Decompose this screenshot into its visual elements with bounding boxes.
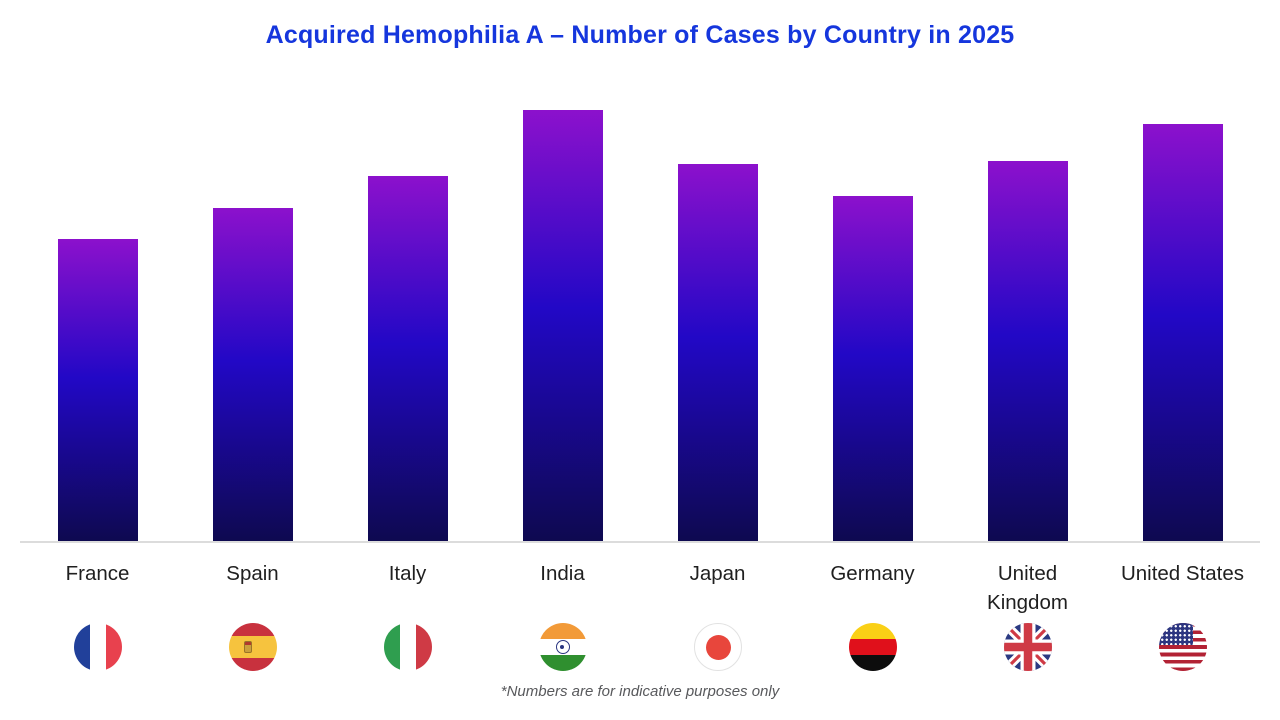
bar-united-kingdom [987,161,1068,541]
footnote: *Numbers are for indicative purposes onl… [500,683,780,700]
bar-india [522,110,603,541]
label-united-states: United States [1120,562,1245,585]
bar-germany [832,196,913,541]
japan-sun [705,635,731,660]
uk-flag-icon [1003,623,1052,671]
japan-flag-icon [693,623,742,671]
bar-france [57,239,138,541]
us-canton [1158,623,1193,645]
label-united-kingdom: United Kingdom [987,562,1068,614]
label-india: India [540,562,585,585]
italy-flag-icon [383,623,432,671]
bar-italy [367,176,448,541]
plot-area [20,85,1260,543]
flags-row [20,623,1260,671]
spain-crest [243,641,252,653]
bar-japan [677,164,758,541]
label-germany: Germany [830,562,915,585]
chart-title: Acquired Hemophilia A – Number of Cases … [265,21,1015,49]
bar-united-states [1142,124,1223,541]
france-flag-icon [73,623,122,671]
us-flag-icon [1158,623,1207,671]
spain-flag-icon [228,623,277,671]
ashoka-chakra [555,640,570,654]
x-axis-labels: France Spain Italy India Japan Germany U… [20,543,1260,617]
bar-chart: France Spain Italy India Japan Germany U… [20,85,1260,700]
bar-spain [212,208,293,541]
germany-flag-icon [848,623,897,671]
india-flag-icon [538,623,587,671]
label-france: France [65,562,130,585]
label-japan: Japan [689,562,746,585]
label-italy: Italy [388,562,427,585]
label-spain: Spain [226,562,279,585]
